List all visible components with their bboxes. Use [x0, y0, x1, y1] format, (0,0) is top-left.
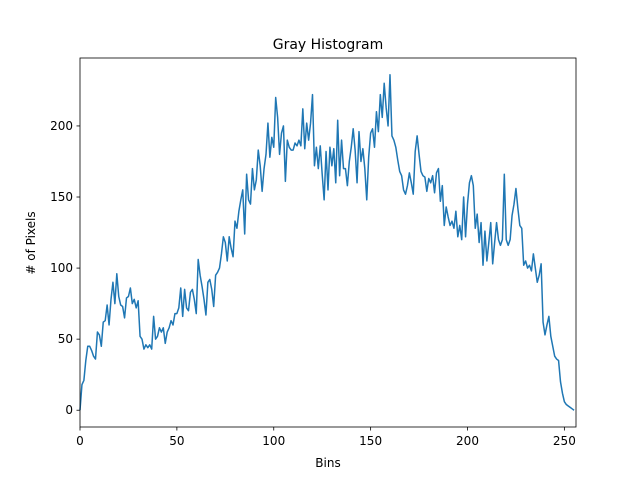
y-tick-label: 200 — [50, 119, 73, 133]
y-tick-label: 100 — [50, 261, 73, 275]
y-tick-label: 50 — [58, 332, 73, 346]
chart-title: Gray Histogram — [273, 37, 384, 53]
data-line — [79, 74, 575, 411]
x-tick-label: 100 — [262, 434, 285, 448]
x-tick-label: 250 — [553, 434, 576, 448]
x-axis-label: Bins — [315, 456, 340, 470]
x-tick-label: 200 — [456, 434, 479, 448]
y-tick-label: 150 — [50, 190, 73, 204]
x-tick-label: 0 — [76, 434, 84, 448]
y-tick-label: 0 — [65, 403, 73, 417]
x-tick-label: 50 — [169, 434, 184, 448]
x-tick-label: 150 — [359, 434, 382, 448]
y-axis-label: # of Pixels — [24, 211, 38, 274]
plot-frame — [79, 57, 577, 428]
